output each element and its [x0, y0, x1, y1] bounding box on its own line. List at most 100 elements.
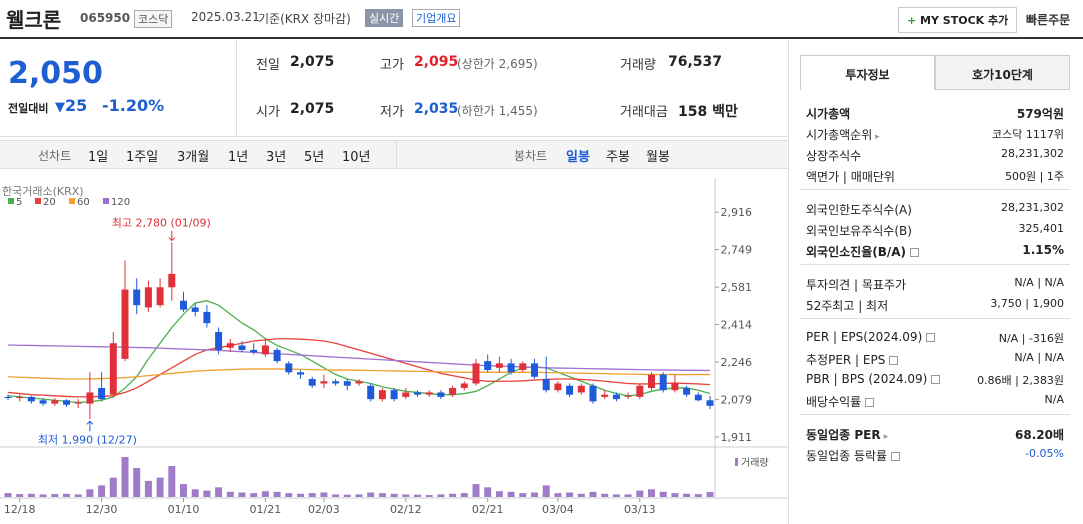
- volume-bar: [671, 493, 679, 497]
- period-tab[interactable]: 3년: [266, 150, 287, 165]
- help-icon[interactable]: [910, 248, 920, 257]
- candle-body: [63, 400, 70, 405]
- help-icon[interactable]: [931, 375, 941, 384]
- info-value: N/A | -316원: [998, 332, 1064, 345]
- volume-swatch: [735, 458, 738, 466]
- info-row: 외국인소진율(B/A) 1.15%: [800, 240, 1070, 261]
- price-change: ▼25: [55, 96, 87, 115]
- info-value: N/A: [1044, 393, 1064, 406]
- period-tab[interactable]: 1주일: [126, 150, 159, 165]
- volume-bar: [694, 494, 702, 497]
- volume-bar: [156, 477, 164, 497]
- label-text: 상장주식수: [806, 149, 862, 163]
- current-price: 2,050: [8, 56, 103, 91]
- volume-bar: [168, 466, 176, 497]
- volume-bar: [519, 493, 527, 497]
- y-tick-label: 2,749: [721, 244, 753, 257]
- info-row: PBR | BPS (2024.09) 0.86배 | 2,383원: [800, 369, 1070, 390]
- candle-body: [589, 385, 597, 402]
- label-text: 배당수익률: [806, 395, 862, 409]
- x-tick-label: 02/21: [472, 503, 504, 516]
- volume-bar: [507, 491, 515, 497]
- arrow-icon[interactable]: ▸: [880, 432, 889, 442]
- legend-swatch: [8, 198, 14, 204]
- change-label: 전일대비: [8, 102, 49, 115]
- volume-bar: [425, 495, 433, 497]
- candle-body: [320, 381, 328, 384]
- info-value: N/A | N/A: [1014, 276, 1064, 289]
- arrow-icon[interactable]: ▸: [872, 132, 880, 142]
- volume-bar: [531, 492, 538, 497]
- candle-body: [121, 289, 129, 359]
- quick-order[interactable]: 빠른주문: [1026, 13, 1071, 27]
- info-value: N/A | N/A: [1014, 351, 1064, 364]
- quote-label: 시가: [256, 105, 280, 120]
- volume-bar: [98, 485, 106, 497]
- info-row: 외국인보유주식수(B) 325,401: [800, 219, 1070, 240]
- volume-bar: [226, 491, 234, 497]
- candle-body: [285, 363, 293, 373]
- volume-bar: [402, 494, 410, 497]
- label-text: 투자의견 | 목표주가: [806, 278, 906, 292]
- group-divider: [800, 264, 1070, 265]
- volume-bar: [460, 493, 468, 497]
- period-tab[interactable]: 3개월: [177, 150, 210, 165]
- period-tab[interactable]: 10년: [342, 150, 371, 165]
- volume-bar: [285, 493, 293, 497]
- candle-body: [437, 392, 445, 397]
- help-icon[interactable]: [889, 356, 899, 365]
- info-label: 동일업종 등락률: [806, 447, 901, 464]
- candle-body: [612, 394, 620, 400]
- x-tick-label: 01/10: [168, 503, 200, 516]
- volume-bar: [86, 489, 94, 497]
- mystock-button[interactable]: + MY STOCK 추가: [898, 7, 1018, 33]
- ma-line: [7, 368, 710, 380]
- ma-line: [7, 338, 711, 398]
- y-tick-label: 2,916: [721, 206, 753, 219]
- legend-label: 20: [43, 197, 56, 208]
- sidebar-tab[interactable]: 투자정보: [800, 55, 935, 90]
- label-text: 추정PER | EPS: [806, 353, 886, 367]
- period-tab[interactable]: 1일: [88, 150, 109, 165]
- sidebar: 투자정보 호가10단계 시가총액 579억원 시가총액순위 ▸ 코스닥 1117위 상장주식…: [800, 55, 1070, 485]
- legend-label: 60: [77, 197, 90, 208]
- period-tab[interactable]: 1년: [228, 150, 249, 165]
- period-tab[interactable]: 주봉: [606, 150, 630, 165]
- candle-body: [74, 402, 82, 404]
- candle-body: [180, 300, 187, 310]
- candle-body: [472, 363, 480, 384]
- divider: [0, 136, 788, 137]
- period-tab[interactable]: 월봉: [646, 150, 670, 165]
- help-icon[interactable]: [865, 398, 875, 407]
- help-icon[interactable]: [891, 452, 901, 461]
- volume-bar: [320, 492, 328, 497]
- volume-bar: [121, 457, 129, 497]
- legend-label: 5: [16, 197, 22, 208]
- quote-label: 고가: [380, 58, 404, 73]
- sidebar-tab[interactable]: 호가10단계: [935, 55, 1070, 90]
- label-text: 시가총액순위: [806, 128, 873, 142]
- help-icon[interactable]: [926, 333, 936, 342]
- volume-bar: [484, 487, 492, 497]
- period-tab[interactable]: 5년: [304, 150, 325, 165]
- volume-bar: [378, 493, 386, 497]
- label-text: 외국인소진율(B/A): [806, 245, 907, 259]
- period-tab[interactable]: 일봉: [566, 150, 590, 165]
- info-row: 외국인한도주식수(A) 28,231,302: [800, 198, 1070, 219]
- quote-value: 2,035: [414, 101, 459, 117]
- volume-bar: [180, 484, 187, 497]
- candle-body: [683, 387, 691, 395]
- divider: [236, 40, 237, 136]
- legend-swatch: [69, 198, 75, 204]
- info-value: 500원 | 1주: [1005, 170, 1064, 183]
- volume-bar: [367, 492, 375, 497]
- label-text: 동일업종 등락률: [806, 449, 888, 463]
- info-row: 배당수익률 N/A: [800, 390, 1070, 411]
- realtime-badge[interactable]: 실시간: [365, 9, 404, 27]
- overview-button[interactable]: 기업개요: [412, 9, 461, 27]
- info-label: 외국인소진율(B/A): [806, 243, 920, 260]
- change-value: 25: [65, 96, 88, 115]
- candle-body: [109, 343, 117, 395]
- volume-bar: [39, 494, 47, 497]
- high-arrow: [168, 230, 176, 242]
